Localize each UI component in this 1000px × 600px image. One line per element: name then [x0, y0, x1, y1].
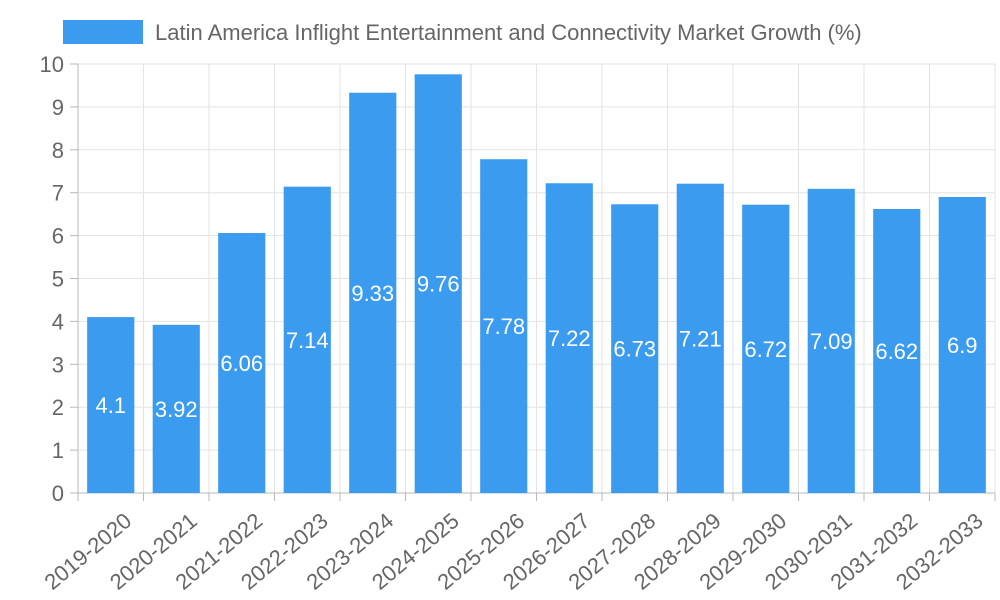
bar-value-label: 7.21	[679, 326, 722, 351]
bar-value-label: 6.9	[947, 333, 978, 358]
y-axis-tick-labels: 0 1 2 3 4 5 6 7 8 9 10	[40, 52, 64, 506]
y-tick-label: 1	[52, 438, 64, 463]
bar-value-label: 6.73	[613, 337, 656, 362]
bar-value-label: 9.76	[417, 272, 460, 297]
bar[interactable]	[611, 204, 659, 493]
bar[interactable]	[742, 204, 790, 493]
y-tick-label: 0	[52, 481, 64, 506]
bar-value-label: 4.1	[95, 393, 126, 418]
data-labels: 4.1 3.92 6.06 7.14 9.33 9.76 7.78 7.22 6.73 7.21 6…	[95, 272, 977, 422]
y-tick-label: 4	[52, 309, 64, 334]
bar-value-label: 7.78	[482, 314, 525, 339]
bar-value-label: 6.62	[875, 339, 918, 364]
bar[interactable]	[152, 324, 200, 493]
bar-value-label: 7.22	[548, 326, 591, 351]
bar[interactable]	[283, 186, 331, 493]
bar[interactable]	[414, 74, 462, 494]
y-tick-label: 6	[52, 224, 64, 249]
y-tick-label: 3	[52, 352, 64, 377]
bar-value-label: 6.06	[220, 351, 263, 376]
bar[interactable]	[545, 183, 593, 493]
bar-value-label: 9.33	[351, 281, 394, 306]
bar[interactable]	[938, 196, 986, 494]
y-tick-label: 9	[52, 95, 64, 120]
y-tick-label: 2	[52, 395, 64, 420]
bar-value-label: 7.14	[286, 328, 329, 353]
bar[interactable]	[480, 159, 528, 493]
bar-value-label: 7.09	[810, 329, 853, 354]
y-tick-label: 10	[40, 52, 64, 77]
bar[interactable]	[349, 92, 397, 494]
legend-swatch	[63, 20, 143, 44]
x-axis-tick-labels: 2019-20202020-20212021-20222022-20232023…	[40, 508, 988, 595]
y-tick-label: 8	[52, 138, 64, 163]
bar[interactable]	[873, 209, 921, 493]
bar[interactable]	[676, 183, 724, 494]
bar-value-label: 6.72	[744, 337, 787, 362]
grid	[77, 63, 996, 494]
bar-value-label: 3.92	[155, 397, 198, 422]
y-tick-label: 5	[52, 267, 64, 292]
y-tick-label: 7	[52, 181, 64, 206]
legend-label: Latin America Inflight Entertainment and…	[155, 20, 862, 45]
bar-series	[87, 74, 986, 494]
legend[interactable]: Latin America Inflight Entertainment and…	[63, 20, 862, 45]
bar[interactable]	[87, 317, 135, 493]
bar[interactable]	[807, 188, 855, 494]
bar[interactable]	[218, 233, 266, 493]
